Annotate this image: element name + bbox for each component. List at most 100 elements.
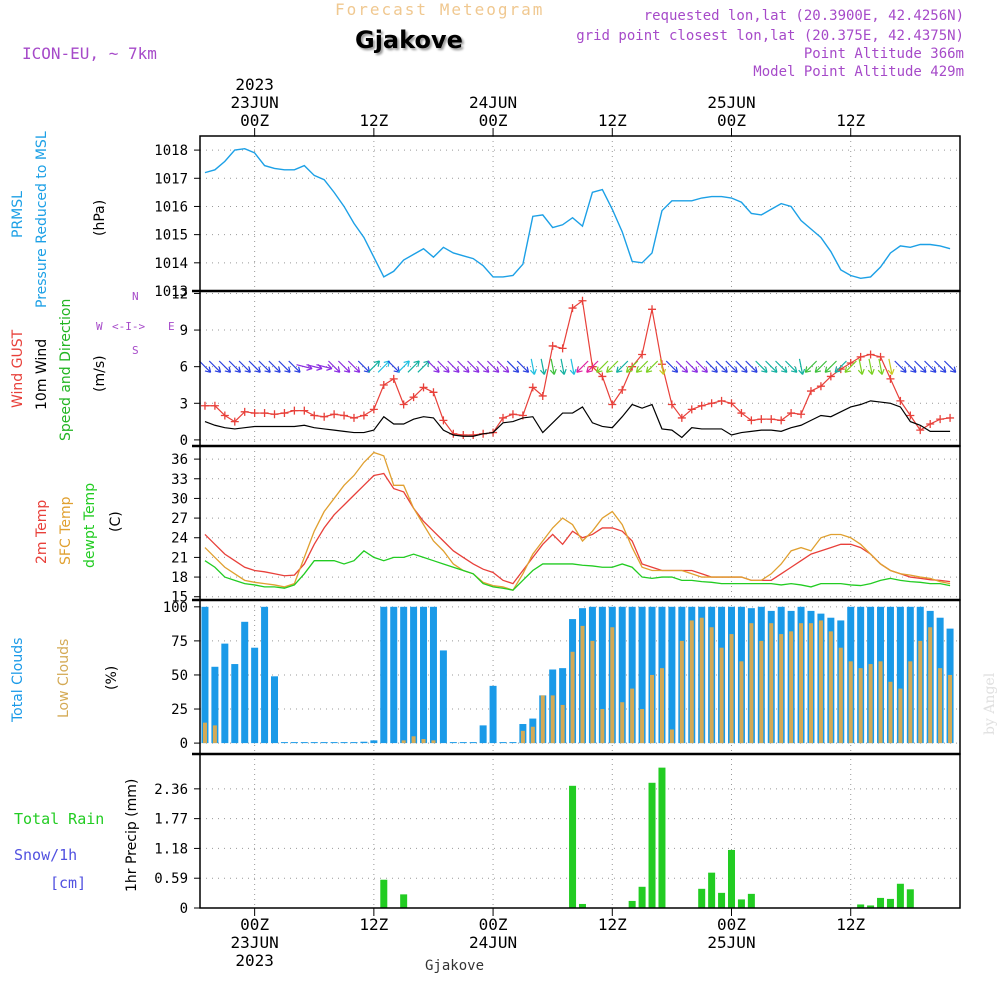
gust-marker <box>548 341 557 350</box>
y-tick-label: 1016 <box>154 199 188 215</box>
wind-direction-arrow <box>328 360 341 373</box>
x-tick-label-top: 25JUN <box>707 93 755 112</box>
x-tick-label-top: 12Z <box>836 111 865 130</box>
wind-direction-arrowhead <box>910 366 917 373</box>
gust-marker <box>886 374 895 383</box>
wind-direction-arrow <box>844 360 857 373</box>
gust-marker <box>459 431 468 440</box>
wind-direction-arrowhead <box>900 366 907 373</box>
wind-direction-arrow <box>238 360 251 373</box>
total-cloud-bar <box>429 606 437 744</box>
x-tick-label-bottom: 23JUN <box>231 933 279 952</box>
low-cloud-bar <box>729 634 734 744</box>
wind-direction-arrowhead <box>804 366 812 373</box>
low-cloud-bar <box>520 730 525 744</box>
gust-marker <box>270 410 279 419</box>
total-cloud-bar <box>499 742 507 744</box>
gust-marker <box>787 409 796 418</box>
total-cloud-bar <box>251 647 259 744</box>
precip-bar <box>867 905 875 908</box>
wind-direction-arrowhead <box>920 366 927 373</box>
wind-direction-arrow <box>705 360 718 373</box>
pressure-label-1: PRMSL <box>10 191 26 238</box>
wind-direction-arrowhead <box>343 366 351 373</box>
total-cloud-bar <box>340 742 348 744</box>
snow-unit: [cm] <box>50 874 87 892</box>
model-altitude: Model Point Altitude 429m <box>753 64 964 80</box>
wind-direction-arrowhead <box>645 366 653 373</box>
gust-marker <box>806 387 815 396</box>
wind-direction-arrowhead <box>751 366 758 373</box>
x-tick-label-top: 12Z <box>359 111 388 130</box>
wind-direction-arrow <box>804 360 818 373</box>
wind-direction-arrow <box>858 358 863 375</box>
gust-marker <box>936 415 945 424</box>
low-cloud-bar <box>719 647 724 744</box>
x-tick-label-top: 12Z <box>598 111 627 130</box>
low-cloud-bar <box>411 736 416 744</box>
wind-direction-arrowhead <box>413 360 420 367</box>
wind-direction-arrow <box>659 358 665 375</box>
gust-marker <box>926 420 935 429</box>
total-cloud-bar <box>509 742 517 744</box>
precip-bar <box>658 767 666 908</box>
wind-direction-arrowhead <box>522 366 530 373</box>
precip-bar <box>578 903 586 908</box>
gust-marker <box>320 412 329 421</box>
wind-direction-arrow <box>560 358 565 375</box>
wind-direction-arrowhead <box>771 366 778 373</box>
total-cloud-bar <box>489 685 497 744</box>
total-cloud-bar <box>390 606 398 744</box>
gust-marker <box>538 391 547 400</box>
x-tick-label-top: 00Z <box>717 111 746 130</box>
compass-south: S <box>132 344 139 357</box>
gust-marker <box>369 405 378 414</box>
wind-direction-arrow <box>550 358 555 375</box>
y-tick-label: 6 <box>180 360 188 376</box>
wind-direction-arrowhead <box>761 366 768 373</box>
gust-marker <box>816 382 825 391</box>
y-tick-label: 3 <box>180 396 188 412</box>
wind-direction-arrowhead <box>721 366 728 373</box>
total-cloud-bar <box>410 606 418 744</box>
wind-direction-arrow <box>530 358 535 375</box>
wind-direction-arrowhead <box>234 366 242 373</box>
gust-marker <box>846 359 855 368</box>
wind-direction-arrow <box>387 360 400 373</box>
gust-marker <box>896 396 905 405</box>
compass-rose: N W <-I-> E S <box>92 290 182 358</box>
gust-marker <box>826 372 835 381</box>
x-tick-label-bottom: 12Z <box>359 915 388 934</box>
temp-sfc-label: SFC Temp <box>58 496 74 565</box>
total-cloud-bar <box>370 740 378 744</box>
gust-marker <box>767 415 776 424</box>
gust-marker <box>280 409 289 418</box>
y-tick-label: 1014 <box>154 256 188 272</box>
gust-marker <box>310 411 319 420</box>
low-cloud-bar <box>749 623 754 744</box>
wind-direction-arrow <box>477 360 490 373</box>
wind-direction-arrowhead <box>403 360 410 367</box>
wind-direction-arrowhead <box>204 366 212 373</box>
y-tick-label: 50 <box>171 668 188 684</box>
compass-north: N <box>132 290 139 303</box>
total-cloud-bar <box>400 606 408 744</box>
x-tick-label-top: 00Z <box>479 111 508 130</box>
low-cloud-bar <box>739 661 744 744</box>
wind-direction-arrowhead <box>857 368 865 375</box>
x-tick-label-bottom: 12Z <box>598 915 627 934</box>
low-cloud-bar <box>202 722 207 744</box>
y-tick-label: 1017 <box>154 171 188 187</box>
total-cloud-bar <box>598 606 606 744</box>
gust-marker <box>578 296 587 305</box>
precip-bar <box>886 898 894 908</box>
y-tick-label: 30 <box>171 491 188 507</box>
gust-marker <box>598 372 607 381</box>
gust-marker <box>856 352 865 361</box>
gust-marker <box>300 406 309 415</box>
wind-direction-arrowhead <box>576 366 583 373</box>
wind-direction-arrowhead <box>844 366 851 373</box>
gust-marker <box>220 411 229 420</box>
gust-marker <box>359 411 368 420</box>
